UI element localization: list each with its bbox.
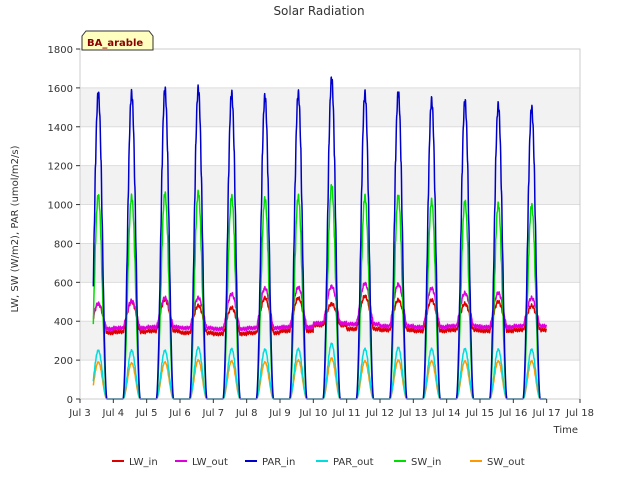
- x-tick-label-12: Jul 15: [465, 408, 494, 419]
- y-tick-label-9: 1800: [48, 45, 73, 56]
- x-tick-label-13: Jul 16: [498, 408, 527, 419]
- x-axis: Jul 3 Jul 4 Jul 5 Jul 6 Jul 7 Jul 8 Jul 9 Jul 1…: [68, 399, 594, 419]
- x-tick-label-2: Jul 5: [135, 408, 158, 419]
- y-tick-label-0: 0: [67, 395, 73, 406]
- y-tick-label-2: 400: [54, 317, 73, 328]
- x-tick-label-1: Jul 4: [102, 408, 125, 419]
- x-tick-label-6: Jul 9: [268, 408, 291, 419]
- x-axis-label: Time: [553, 425, 578, 436]
- x-tick-label-3: Jul 6: [168, 408, 191, 419]
- legend-label-lw-out: LW_out: [192, 457, 228, 468]
- y-tick-label-4: 800: [54, 239, 73, 250]
- band-3: [80, 243, 580, 283]
- x-tick-label-7: Jul 10: [298, 408, 327, 419]
- x-tick-label-5: Jul 8: [235, 408, 258, 419]
- x-tick-label-15: Jul 18: [565, 408, 594, 419]
- legend-label-lw-in: LW_in: [129, 457, 158, 468]
- x-tick-label-0: Jul 3: [68, 408, 91, 419]
- x-tick-label-9: Jul 12: [365, 408, 394, 419]
- x-tick-label-8: Jul 11: [332, 408, 361, 419]
- x-tick-label-11: Jul 14: [432, 408, 461, 419]
- legend-label-par-in: PAR_in: [262, 457, 295, 468]
- legend-label-sw-in: SW_in: [411, 457, 441, 468]
- y-axis-label: LW, SW (W/m2), PAR (umol/m2/s): [10, 145, 21, 312]
- y-tick-label-7: 1400: [48, 123, 73, 134]
- y-tick-label-8: 1600: [48, 84, 73, 95]
- station-label-box: BA_arable: [81, 30, 154, 51]
- y-tick-label-5: 1000: [48, 201, 73, 212]
- x-tick-label-10: Jul 13: [398, 408, 427, 419]
- legend-label-par-out: PAR_out: [333, 457, 374, 468]
- plot-frame: [79, 48, 581, 400]
- station-label: BA_arable: [87, 38, 143, 49]
- y-tick-label-1: 200: [54, 356, 73, 367]
- legend-label-sw-out: SW_out: [487, 457, 525, 468]
- x-tick-label-4: Jul 7: [202, 408, 225, 419]
- x-tick-label-14: Jul 17: [532, 408, 561, 419]
- y-tick-label-6: 1200: [48, 162, 73, 173]
- y-tick-label-3: 600: [54, 278, 73, 289]
- legend: LW_in LW_out PAR_in PAR_out SW_in SW_out: [112, 457, 525, 468]
- chart-title: Solar Radiation: [273, 4, 364, 18]
- y-axis: 0 200 400 600 800 1000 1200 1400 1600 1800: [48, 45, 80, 406]
